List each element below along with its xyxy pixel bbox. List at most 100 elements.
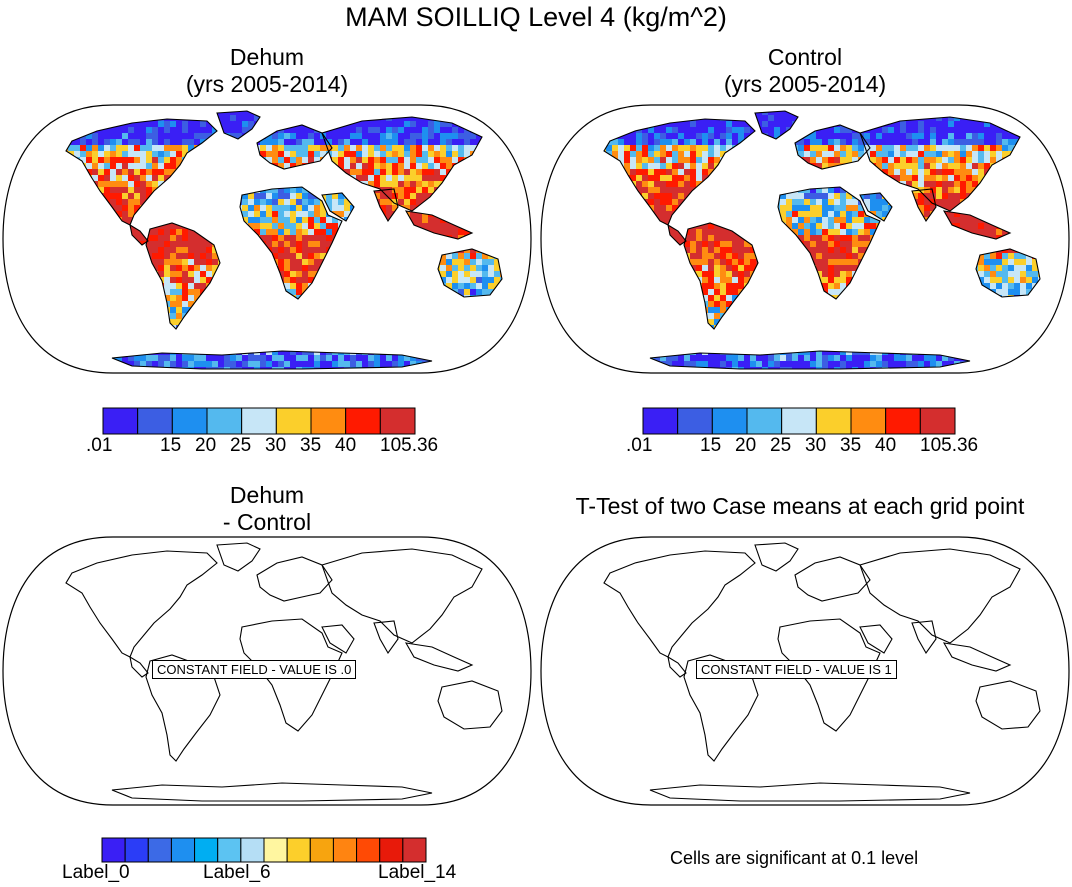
coastline-north-america [65,118,218,226]
panel-title-control-line2: (yrs 2005-2014) [723,71,887,97]
cbar-bottom-box-6 [240,837,265,863]
soil-liquid-cells [66,111,502,369]
coastline-asia [321,548,483,644]
cbar-right-box-4 [781,407,817,435]
coastline-arabia [321,624,355,654]
cbar-left-label-7: 105.36 [380,435,439,456]
coastline-north-america [603,118,756,226]
colorbar-difference [101,837,427,863]
cbar-left-label-4: 30 [265,435,287,456]
cbar-right-label-1: 15 [700,435,722,456]
coastline-arabia [859,192,893,222]
cbar-right-box-2 [711,407,748,435]
panel-title-control-line1: Control [767,44,843,70]
cbar-right-label-0: .01 [626,435,653,456]
coastline-antarctica [111,782,433,802]
coastline-india [911,188,937,223]
cbar-right-box-5 [815,407,852,435]
panel-title-dehum-line2: (yrs 2005-2014) [185,71,349,97]
colorbar-dehum [102,407,416,435]
coastline-europe [794,124,871,170]
coastline-central-america [667,223,687,246]
coastlines [65,110,503,370]
cbar-bottom-box-13 [402,837,427,863]
colorbar-control [642,407,956,435]
cbar-left-label-3: 25 [230,435,252,456]
figure-title: MAM SOILLIQ Level 4 (kg/m^2) [345,2,727,32]
coastline-greenland [754,110,799,140]
map-control [540,104,1070,374]
coastline-greenland [216,542,261,572]
coastline-asia [321,116,483,212]
coastline-central-america [667,655,687,678]
cbar-right-label-3: 25 [770,435,792,456]
panel-title-dehum-line1: Dehum [229,44,305,70]
cbar-left-label-6: 40 [335,435,357,456]
cbar-right-box-0 [642,407,679,435]
coastline-central-america [129,655,149,678]
constant-field-box-diff: CONSTANT FIELD - VALUE IS .0 [152,660,357,679]
coastline-greenland [216,110,261,140]
map-ttest [540,536,1070,806]
cbar-bottom-box-8 [286,837,311,863]
constant-field-box-ttest: CONSTANT FIELD - VALUE IS 1 [696,660,897,679]
panel-title-ttest: T-Test of two Case means at each grid po… [575,493,1025,519]
panel-title-diff: Dehum - Control [2,482,532,536]
panel-title-diff-line1: Dehum [229,482,305,508]
cbar-bottom-box-4 [194,837,219,863]
coastline-north-america [65,550,218,658]
cbar-left-label-2: 20 [195,435,217,456]
coastline-asia [859,116,1021,212]
cbar-right-box-1 [677,407,713,435]
cbar-right-box-7 [885,407,921,435]
soil-liquid-cells [604,111,1040,369]
cbar-left-box-0 [102,407,139,435]
coastline-se-asia [404,210,474,240]
cbar-left-box-8 [379,407,416,435]
cbar-left-box-4 [241,407,277,435]
coastlines [603,110,1041,370]
coastline-africa [239,186,343,300]
coastline-africa [777,186,881,300]
cbar-left-box-2 [171,407,208,435]
cbar-bottom-box-11 [356,837,381,863]
cbar-bottom-box-2 [147,837,172,863]
cbar-left-box-1 [137,407,173,435]
coastline-arabia [859,624,893,654]
map-outline [2,104,532,374]
cbar-right-label-4: 30 [805,435,827,456]
cbar-bottom-box-7 [263,837,288,863]
coastline-india [911,620,937,655]
coastline-antarctica [649,782,971,802]
coastline-antarctica [111,350,433,370]
cbar-right-label-2: 20 [735,435,757,456]
cbar-bottom-label-0: Label_0 [62,862,130,883]
cbar-bottom-box-3 [170,837,196,863]
map-outline [540,104,1070,374]
cbar-right-box-6 [850,407,887,435]
cbar-bottom-box-9 [309,837,334,863]
coastline-se-asia [942,642,1012,672]
coastline-australia [437,248,503,298]
map-dehum [2,104,532,374]
map-outline [540,536,1070,806]
cbar-bottom-box-0 [101,837,126,863]
panel-title-diff-line2: - Control [222,509,312,535]
significance-note: Cells are significant at 0.1 level [670,848,919,868]
cbar-left-box-7 [345,407,381,435]
cbar-right-label-7: 105.36 [920,435,979,456]
cbar-left-label-1: 15 [160,435,182,456]
cbar-bottom-box-12 [379,837,404,863]
coastline-arabia [321,192,355,222]
coastline-asia [859,548,1021,644]
cbar-left-box-5 [275,407,312,435]
cbar-bottom-box-1 [124,837,149,863]
cbar-right-label-5: 35 [840,435,862,456]
coastline-india [373,188,399,223]
cbar-right-label-6: 40 [875,435,897,456]
coastline-europe [794,556,871,602]
cbar-bottom-box-10 [332,837,358,863]
coastline-se-asia [942,210,1012,240]
cbar-left-label-5: 35 [300,435,322,456]
cbar-right-box-3 [746,407,783,435]
